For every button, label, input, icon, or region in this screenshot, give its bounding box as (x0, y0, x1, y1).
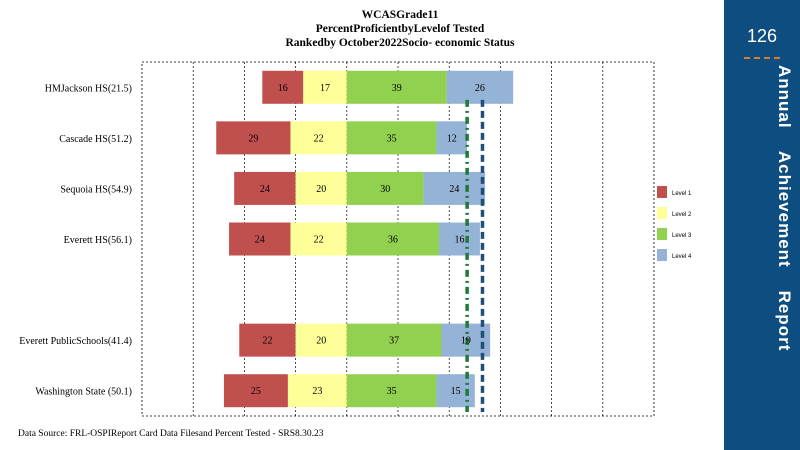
data-label: 20 (316, 184, 326, 195)
data-label: 24 (449, 184, 459, 195)
data-label: 19 (461, 336, 471, 347)
data-label: 17 (320, 83, 330, 94)
bar-segment (234, 171, 296, 205)
sidebar-banner: 126 Annual Achievement Report (724, 0, 800, 450)
page-divider (744, 57, 780, 59)
bar-segment (346, 171, 424, 205)
data-label: 29 (248, 133, 258, 144)
chart-title: WCASGrade11 PercentProficientbyLevelof T… (200, 8, 600, 50)
category-label: Sequoia HS(54.9) (60, 184, 132, 195)
bar-segment (346, 70, 447, 104)
bar-segment (262, 70, 304, 104)
bar-segment (290, 222, 347, 256)
page-number: 126 (746, 26, 778, 46)
title-line-1: WCASGrade11 (361, 9, 439, 21)
data-label: 22 (314, 133, 324, 144)
category-label: HMJackson HS(21.5) (45, 83, 132, 94)
bar-segment (346, 121, 437, 155)
legend-label: Level 4 (672, 254, 692, 260)
bar-segment (229, 222, 291, 256)
data-label: 37 (389, 336, 399, 347)
data-label: 22 (262, 336, 272, 347)
legend-label: Level 3 (672, 233, 692, 239)
data-label: 39 (392, 83, 402, 94)
data-label: 36 (388, 235, 398, 246)
category-label: Everett PublicSchools(41.4) (19, 336, 132, 347)
data-label: 12 (447, 133, 457, 144)
data-label: 24 (255, 235, 265, 246)
bar-segment (303, 70, 347, 104)
bar-segment (216, 121, 291, 155)
category-label: Washington State (50.1) (35, 387, 132, 398)
category-label: Cascade HS(51.2) (59, 134, 132, 145)
legend-swatch (657, 249, 667, 261)
bar-segment (423, 171, 486, 205)
bar-segment (436, 121, 468, 155)
title-line-3: Rankedby October2022Socio- economic Stat… (285, 37, 515, 49)
bar-segment (446, 70, 514, 104)
data-label: 23 (312, 386, 322, 397)
category-label: Everett HS(56.1) (64, 235, 132, 246)
data-label: 15 (451, 386, 461, 397)
data-label: 26 (475, 83, 485, 94)
bar-segment (346, 374, 437, 408)
bar-segment (290, 121, 347, 155)
data-label: 20 (316, 336, 326, 347)
stacked-bar-chart: HMJackson HS(21.5) 16 17 39 26 Cascade HS(51.… (19, 61, 692, 417)
legend-label: Level 2 (672, 212, 692, 218)
data-source-note: Data Source: FRL-OSPIReport Card Data Fi… (18, 429, 324, 439)
legend-label: Level 1 (672, 191, 692, 197)
bar-segment (346, 323, 442, 357)
bar-segment (287, 374, 347, 408)
bar-segment (346, 222, 439, 256)
bar-segment (239, 323, 296, 357)
data-label: 35 (387, 133, 397, 144)
legend-swatch (657, 207, 667, 219)
title-line-2: PercentProficientbyLevelof Tested (315, 23, 485, 35)
data-label: 24 (260, 184, 270, 195)
data-label: 25 (251, 386, 261, 397)
report-title-vertical: Annual Achievement Report (775, 65, 794, 352)
data-label: 35 (387, 386, 397, 397)
data-label: 16 (278, 83, 288, 94)
bar-segment (295, 171, 347, 205)
legend-swatch (657, 228, 667, 240)
bar-segment (438, 222, 480, 256)
data-label: 16 (454, 235, 464, 246)
data-label: 30 (380, 184, 390, 195)
bar-segment (295, 323, 347, 357)
data-label: 22 (314, 235, 324, 246)
bar-segment (223, 374, 288, 408)
legend-swatch (657, 186, 667, 198)
